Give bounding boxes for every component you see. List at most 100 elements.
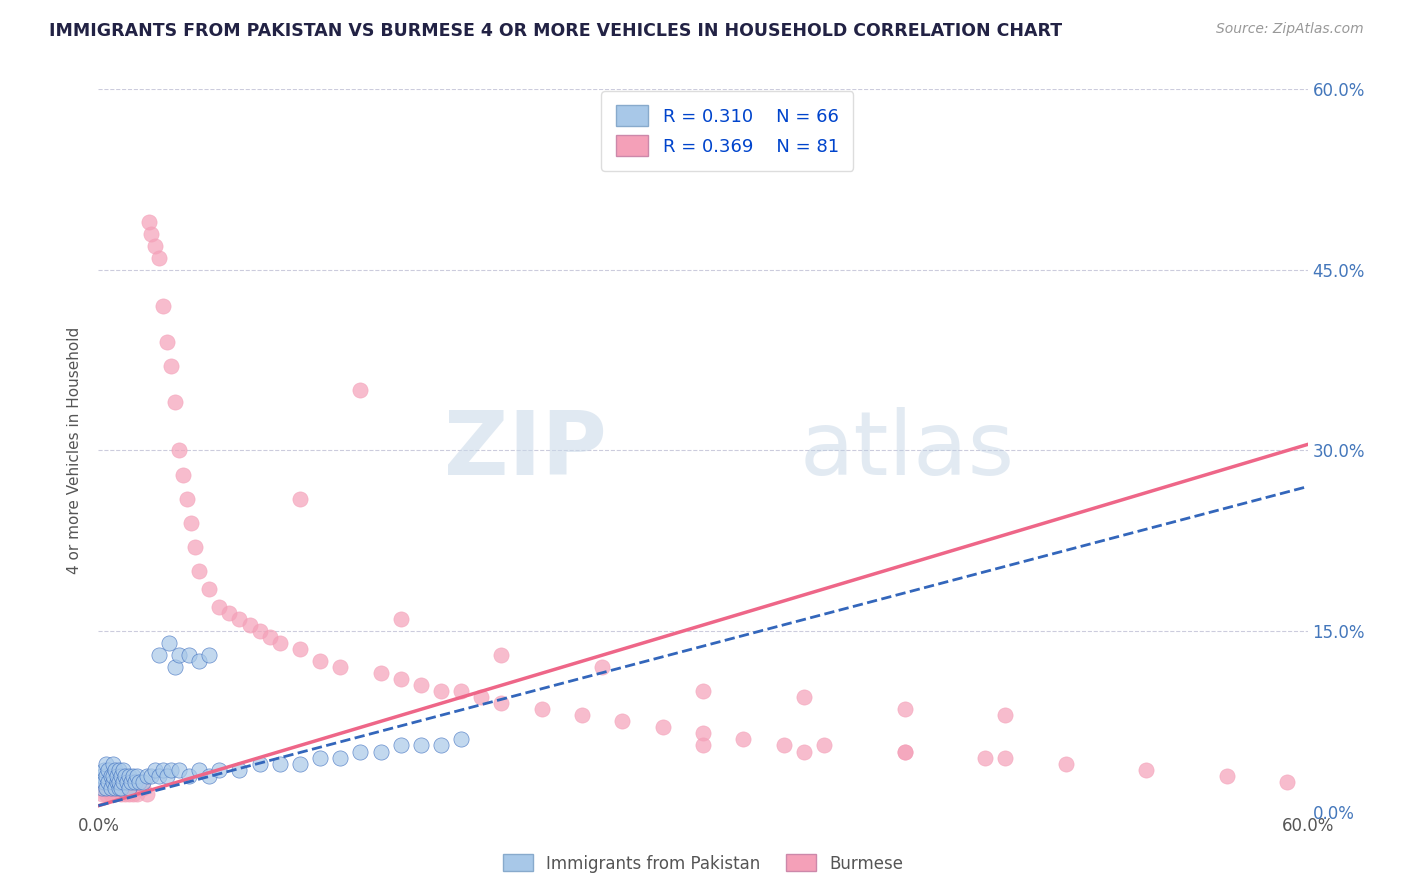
Point — [491, 648, 513, 662]
Point — [124, 774, 146, 789]
Point — [692, 739, 714, 753]
Point — [114, 769, 136, 783]
Point — [143, 763, 166, 777]
Point — [139, 227, 162, 241]
Point — [125, 769, 148, 783]
Point — [160, 359, 183, 373]
Point — [167, 763, 190, 777]
Point — [105, 780, 128, 795]
Point — [692, 684, 714, 698]
Point — [772, 739, 794, 753]
Point — [148, 769, 170, 783]
Point — [1277, 774, 1299, 789]
Point — [101, 756, 124, 771]
Point — [259, 630, 281, 644]
Text: ZIP: ZIP — [443, 407, 606, 494]
Point — [994, 750, 1017, 764]
Point — [692, 726, 714, 740]
Point — [93, 774, 115, 789]
Point — [179, 648, 201, 662]
Point — [103, 787, 125, 801]
Point — [105, 774, 128, 789]
Point — [91, 780, 114, 795]
Point — [96, 787, 118, 801]
Point — [100, 787, 122, 801]
Point — [530, 702, 553, 716]
Point — [163, 660, 186, 674]
Point — [176, 491, 198, 506]
Point — [288, 756, 311, 771]
Point — [96, 756, 118, 771]
Point — [793, 690, 815, 705]
Point — [115, 780, 138, 795]
Legend: R = 0.310    N = 66, R = 0.369    N = 81: R = 0.310 N = 66, R = 0.369 N = 81 — [602, 91, 853, 170]
Point — [188, 763, 211, 777]
Point — [370, 744, 392, 758]
Point — [118, 780, 141, 795]
Point — [389, 739, 412, 753]
Point — [132, 780, 155, 795]
Point — [389, 673, 412, 687]
Point — [135, 769, 157, 783]
Point — [309, 654, 332, 668]
Point — [409, 739, 432, 753]
Point — [329, 660, 352, 674]
Point — [115, 774, 138, 789]
Point — [167, 443, 190, 458]
Y-axis label: 4 or more Vehicles in Household: 4 or more Vehicles in Household — [67, 326, 83, 574]
Text: IMMIGRANTS FROM PAKISTAN VS BURMESE 4 OR MORE VEHICLES IN HOUSEHOLD CORRELATION : IMMIGRANTS FROM PAKISTAN VS BURMESE 4 OR… — [49, 22, 1063, 40]
Point — [91, 769, 114, 783]
Point — [124, 780, 146, 795]
Point — [152, 763, 174, 777]
Point — [450, 732, 472, 747]
Point — [118, 787, 141, 801]
Point — [893, 744, 915, 758]
Point — [148, 648, 170, 662]
Point — [132, 774, 155, 789]
Point — [733, 732, 755, 747]
Point — [198, 769, 221, 783]
Point — [470, 690, 492, 705]
Point — [128, 774, 150, 789]
Point — [100, 769, 122, 783]
Point — [288, 491, 311, 506]
Point — [167, 648, 190, 662]
Point — [188, 654, 211, 668]
Point — [107, 763, 129, 777]
Point — [107, 780, 129, 795]
Point — [430, 739, 453, 753]
Point — [138, 214, 160, 228]
Point — [101, 769, 124, 783]
Point — [120, 774, 142, 789]
Point — [110, 780, 132, 795]
Point — [107, 774, 129, 789]
Point — [228, 612, 250, 626]
Point — [269, 636, 291, 650]
Point — [309, 750, 332, 764]
Point — [198, 582, 221, 596]
Point — [101, 774, 124, 789]
Point — [111, 780, 134, 795]
Text: Source: ZipAtlas.com: Source: ZipAtlas.com — [1216, 22, 1364, 37]
Point — [163, 395, 186, 409]
Point — [389, 612, 412, 626]
Point — [208, 763, 231, 777]
Point — [100, 780, 122, 795]
Point — [974, 750, 997, 764]
Point — [103, 763, 125, 777]
Point — [180, 516, 202, 530]
Point — [893, 744, 915, 758]
Point — [1216, 769, 1239, 783]
Point — [269, 756, 291, 771]
Point — [135, 787, 157, 801]
Point — [430, 684, 453, 698]
Point — [101, 780, 124, 795]
Point — [156, 334, 179, 349]
Point — [107, 780, 129, 795]
Point — [110, 769, 132, 783]
Point — [329, 750, 352, 764]
Point — [103, 780, 125, 795]
Point — [591, 660, 613, 674]
Point — [105, 769, 128, 783]
Point — [128, 780, 150, 795]
